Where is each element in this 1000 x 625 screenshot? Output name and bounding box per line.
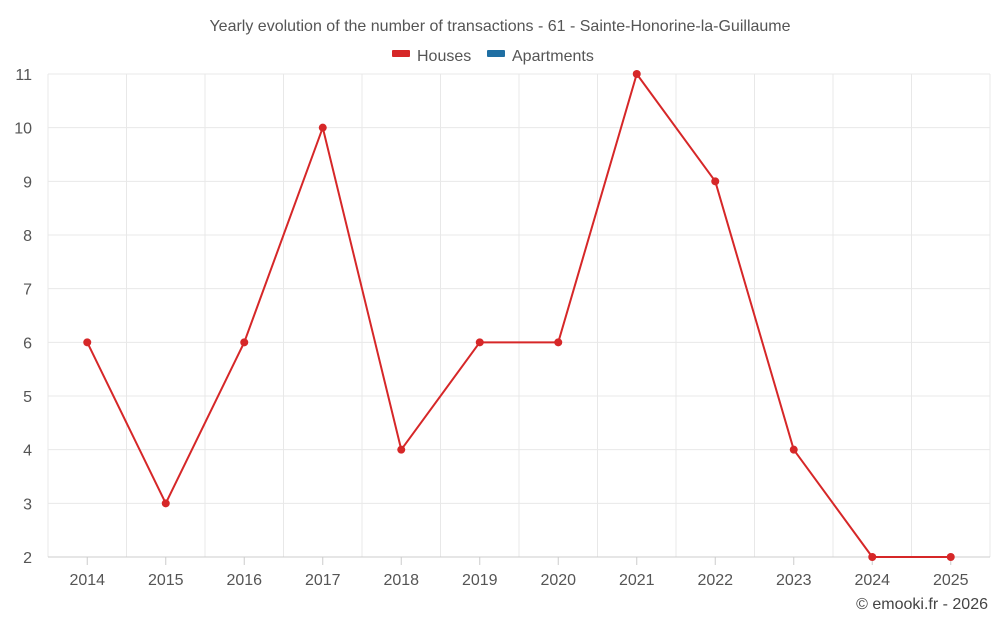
- legend-swatch-apartments: [487, 50, 505, 57]
- data-point[interactable]: [240, 338, 249, 347]
- legend-item-apartments[interactable]: Apartments: [487, 48, 594, 65]
- data-point[interactable]: [397, 445, 406, 454]
- x-tick-label: 2023: [776, 572, 812, 589]
- y-tick-label: 11: [15, 67, 32, 84]
- y-tick-label: 3: [23, 496, 32, 513]
- series-line-houses: [86, 73, 951, 558]
- data-point[interactable]: [554, 338, 563, 347]
- data-point[interactable]: [789, 445, 798, 454]
- x-tick-label: 2017: [305, 572, 341, 589]
- data-point[interactable]: [318, 123, 327, 132]
- y-tick-label: 5: [23, 389, 32, 406]
- x-tick-label: 2016: [226, 572, 262, 589]
- x-tick-label: 2020: [540, 572, 576, 589]
- x-axis: 2014 2015 2016 2017 2018 2019 2020 2021 2022 2023…: [48, 556, 990, 589]
- y-tick-label: 7: [23, 282, 32, 299]
- x-tick-label: 2019: [462, 572, 498, 589]
- x-tick-label: 2025: [933, 572, 969, 589]
- legend-label-houses: Houses: [417, 48, 471, 65]
- chart-title: Yearly evolution of the number of transa…: [209, 18, 790, 35]
- data-point[interactable]: [946, 553, 955, 561]
- x-tick-label: 2022: [697, 572, 733, 589]
- data-point[interactable]: [868, 553, 877, 561]
- y-tick-label: 4: [23, 443, 32, 460]
- y-tick-label: 10: [14, 121, 32, 138]
- gridlines: [47, 73, 991, 557]
- x-tick-label: 2018: [383, 572, 419, 589]
- data-point[interactable]: [161, 499, 170, 508]
- y-tick-label: 8: [23, 228, 32, 245]
- x-tick-label: 2014: [69, 572, 105, 589]
- x-tick-label: 2024: [854, 572, 890, 589]
- data-point[interactable]: [632, 70, 641, 78]
- legend-label-apartments: Apartments: [512, 48, 594, 65]
- data-point[interactable]: [475, 338, 484, 347]
- x-tick-label: 2015: [148, 572, 184, 589]
- y-tick-label: 6: [23, 335, 32, 352]
- legend-item-houses[interactable]: Houses: [392, 48, 471, 65]
- data-point[interactable]: [83, 338, 92, 347]
- x-tick-label: 2021: [619, 572, 655, 589]
- y-tick-label: 9: [23, 174, 32, 191]
- legend-swatch-houses: [392, 50, 410, 57]
- y-axis: 2 3 4 5 6 7 8 9 10 11: [14, 67, 32, 567]
- data-point[interactable]: [711, 177, 720, 186]
- credit-text: © emooki.fr - 2026: [856, 596, 988, 613]
- y-tick-label: 2: [23, 550, 32, 567]
- series-houses: [83, 70, 955, 561]
- legend: Houses Apartments: [392, 48, 594, 65]
